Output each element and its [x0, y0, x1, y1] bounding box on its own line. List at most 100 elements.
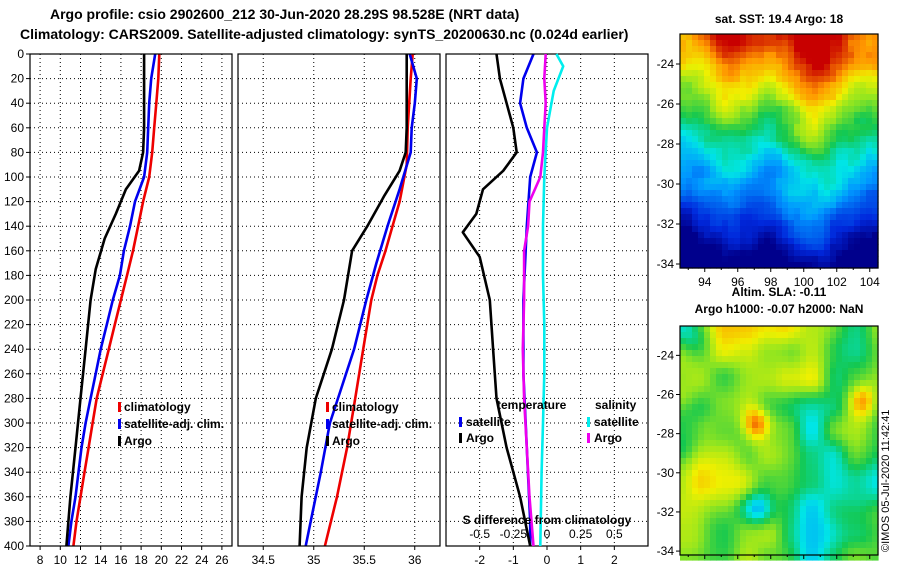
sla-map-cell	[824, 356, 831, 363]
sla-map-cell	[776, 416, 783, 423]
sst-map-cell	[776, 118, 783, 125]
sst-map-cell	[710, 34, 717, 41]
sla-map-cell	[830, 434, 837, 441]
sst-map-cell	[752, 70, 759, 77]
sla-map-cell	[740, 392, 747, 399]
sst-map-cell	[818, 220, 825, 227]
sst-map-cell	[698, 196, 705, 203]
sla-map-cell	[734, 416, 741, 423]
sla-map-cell	[860, 512, 867, 519]
sla-map-cell	[866, 440, 873, 447]
sla-map-cell	[728, 488, 735, 495]
sla-map-cell	[686, 344, 693, 351]
sla-map-cell	[824, 434, 831, 441]
sla-map-cell	[746, 452, 753, 459]
sst-map-cell	[770, 160, 777, 167]
sla-map-cell	[860, 476, 867, 483]
sst-map-cell	[854, 118, 861, 125]
sst-map-cell	[728, 154, 735, 161]
sst-map-cell	[752, 52, 759, 59]
sst-map-cell	[686, 178, 693, 185]
sla-map-cell	[860, 356, 867, 363]
sla-map-cell	[812, 422, 819, 429]
sla-map-cell	[728, 392, 735, 399]
sst-map-cell	[842, 88, 849, 95]
sst-map-cell	[686, 118, 693, 125]
sla-map-cell	[794, 428, 801, 435]
sst-map-cell	[866, 118, 873, 125]
sla-map-cell	[806, 416, 813, 423]
sst-map-cell	[860, 154, 867, 161]
sst-map-cell	[866, 256, 873, 263]
sla-map-cell	[866, 398, 873, 405]
sla-map-cell	[818, 512, 825, 519]
sla-map-cell	[686, 530, 693, 537]
sla-map-cell	[758, 422, 765, 429]
sla-map-cell	[830, 548, 837, 555]
sst-map-cell	[710, 202, 717, 209]
sst-map-cell	[740, 70, 747, 77]
sst-map-cell	[722, 262, 729, 269]
sst-map-cell	[794, 190, 801, 197]
sst-map-cell	[698, 166, 705, 173]
sla-map-cell	[806, 482, 813, 489]
sla-map-cell	[788, 398, 795, 405]
sla-map-cell	[830, 332, 837, 339]
sla-map-cell	[776, 368, 783, 375]
sst-map-cell	[692, 148, 699, 155]
sla-map-cell	[866, 524, 873, 531]
sla-map-cell	[848, 440, 855, 447]
sla-map-cell	[680, 500, 687, 507]
sla-map-cell	[788, 368, 795, 375]
sst-map-cell	[776, 76, 783, 83]
sst-map-cell	[716, 58, 723, 65]
sst-map-cell	[746, 160, 753, 167]
sla-map-cell	[782, 362, 789, 369]
sla-map-cell	[686, 518, 693, 525]
sst-map-cell	[776, 40, 783, 47]
sst-map-cell	[836, 208, 843, 215]
sst-map-cell	[812, 166, 819, 173]
sst-map-cell	[872, 82, 879, 89]
sla-map-cell	[716, 548, 723, 555]
sst-map-cell	[836, 184, 843, 191]
sst-map-cell	[854, 256, 861, 263]
sst-map-cell	[722, 172, 729, 179]
sst-map-cell	[716, 124, 723, 131]
sla-map-cell	[812, 344, 819, 351]
sst-map-cell	[758, 124, 765, 131]
sst-map-cell	[746, 226, 753, 233]
sla-map-cell	[734, 464, 741, 471]
sla-map-cell	[800, 344, 807, 351]
sst-map-cell	[716, 118, 723, 125]
sst-map-cell	[866, 130, 873, 137]
sst-map-cell	[782, 58, 789, 65]
sla-map-cell	[842, 356, 849, 363]
sst-map-cell	[854, 244, 861, 251]
sla-map-cell	[746, 530, 753, 537]
sla-map-cell	[740, 506, 747, 513]
sla-map-cell	[728, 500, 735, 507]
sst-map-cell	[728, 82, 735, 89]
sla-map-cell	[860, 452, 867, 459]
sla-map-cell	[734, 350, 741, 357]
sla-map-cell	[698, 482, 705, 489]
sst-map-cell	[824, 166, 831, 173]
sla-map-cell	[812, 458, 819, 465]
sst-map-cell	[860, 178, 867, 185]
sla-map-cell	[752, 464, 759, 471]
sla-map-cell	[698, 524, 705, 531]
sst-map-cell	[872, 88, 879, 95]
difference-xtick-label: 0	[544, 553, 551, 567]
temperature-legend-label: climatology	[124, 400, 191, 414]
sst-map-cell	[812, 64, 819, 71]
sst-map-cell	[842, 262, 849, 269]
sst-map-cell	[692, 136, 699, 143]
sst-map-cell	[680, 202, 687, 209]
sla-map-cell	[758, 368, 765, 375]
sla-map-cell	[770, 386, 777, 393]
sst-map-cell	[758, 58, 765, 65]
sla-map-cell	[872, 512, 879, 519]
sla-map-cell	[854, 542, 861, 549]
sst-map-cell	[842, 142, 849, 149]
